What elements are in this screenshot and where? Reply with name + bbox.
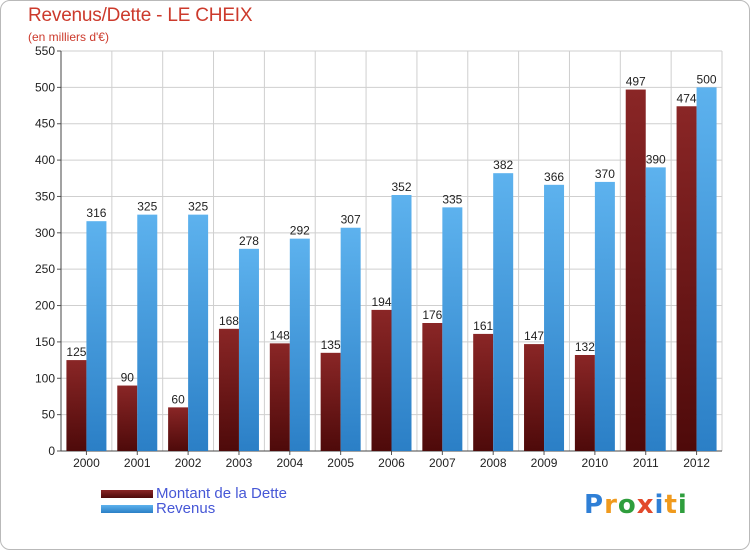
logo-letter: x [636,490,655,520]
data-label-debt: 125 [66,345,86,359]
bar-debt [218,328,239,451]
proxiti-logo: Proxiti [584,490,688,520]
bar-debt [473,333,494,451]
bar-debt [524,344,545,451]
y-tick-label: 250 [35,262,55,276]
data-label-revenue: 278 [239,234,259,248]
bar-revenue [289,238,310,451]
y-tick-label: 0 [48,444,55,458]
bar-revenue [544,184,565,451]
x-tick-label: 2007 [429,456,456,470]
data-label-debt: 147 [524,329,544,343]
bar-revenue [493,173,514,451]
data-label-revenue: 325 [137,200,157,214]
bar-revenue [238,248,259,451]
x-tick-label: 2011 [633,456,659,470]
logo-letter: t [664,490,678,520]
data-label-revenue: 307 [341,213,361,227]
data-label-debt: 161 [473,319,493,333]
bar-revenue [594,181,615,451]
x-tick-label: 2006 [378,456,405,470]
bar-revenue [391,195,412,451]
data-label-debt: 497 [626,75,646,89]
logo-letter: P [584,490,605,520]
y-tick-label: 350 [35,189,55,203]
bar-debt [117,385,138,451]
x-tick-label: 2004 [276,456,303,470]
bar-debt [625,89,646,451]
x-tick-label: 2000 [73,456,100,470]
x-tick-label: 2012 [683,456,710,470]
bar-revenue [696,87,717,451]
data-label-debt: 168 [219,314,239,328]
bar-revenue [86,221,107,451]
data-label-debt: 132 [575,340,595,354]
data-label-revenue: 352 [391,180,411,194]
bar-debt [66,360,87,451]
data-label-debt: 474 [677,91,697,105]
y-tick-label: 150 [35,335,55,349]
bar-debt [371,309,392,451]
data-label-revenue: 366 [544,170,564,184]
bar-revenue [645,167,666,451]
x-tick-label: 2001 [124,456,151,470]
chart-title: Revenus/Dette - LE CHEIX [28,5,253,26]
data-label-debt: 60 [171,392,185,406]
logo-letter: i [677,490,688,520]
logo-letter: o [617,490,637,520]
data-label-debt: 176 [422,308,442,322]
x-tick-label: 2009 [531,456,558,470]
y-tick-label: 400 [35,153,55,167]
y-tick-label: 450 [35,117,55,131]
y-tick-label: 500 [35,80,55,94]
bar-debt [574,355,595,451]
x-tick-label: 2010 [582,456,609,470]
bar-revenue [137,214,158,451]
data-label-revenue: 335 [442,192,462,206]
legend-swatch-debt [101,490,153,498]
y-tick-label: 50 [42,408,56,422]
data-label-revenue: 390 [646,152,666,166]
bar-revenue [442,207,463,451]
x-tick-label: 2002 [175,456,202,470]
logo-letter: i [654,490,665,520]
y-tick-label: 550 [35,44,55,58]
data-label-revenue: 325 [188,200,208,214]
data-label-revenue: 382 [493,158,513,172]
y-tick-label: 200 [35,299,55,313]
bar-debt [422,323,443,451]
legend-swatch-revenue [101,505,153,513]
legend-label-debt: Montant de la Dette [156,485,287,502]
chart-subtitle: (en milliers d'€) [28,30,109,44]
data-label-revenue: 370 [595,167,615,181]
data-label-debt: 194 [371,295,391,309]
data-label-debt: 148 [270,328,290,342]
x-tick-label: 2008 [480,456,507,470]
bar-revenue [340,227,361,451]
data-label-debt: 135 [321,338,341,352]
data-label-revenue: 500 [697,72,717,86]
data-label-revenue: 316 [86,206,106,220]
data-label-revenue: 292 [290,224,310,238]
y-tick-label: 300 [35,226,55,240]
data-label-debt: 90 [121,371,135,385]
x-tick-label: 2005 [327,456,354,470]
bar-debt [320,352,341,451]
logo-letter: r [604,490,618,520]
bar-debt [168,407,189,451]
bar-revenue [188,214,209,451]
bar-debt [676,106,697,451]
bar-debt [269,343,290,451]
y-tick-label: 100 [35,371,55,385]
x-tick-label: 2003 [226,456,253,470]
legend-label-revenue: Revenus [156,500,216,517]
